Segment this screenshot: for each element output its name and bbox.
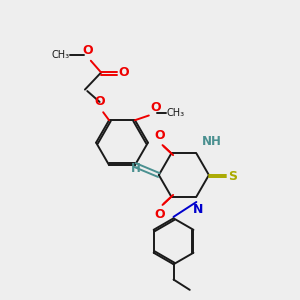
Text: O: O bbox=[118, 66, 129, 79]
Text: NH: NH bbox=[202, 135, 221, 148]
Text: CH₃: CH₃ bbox=[52, 50, 70, 60]
Text: O: O bbox=[155, 129, 166, 142]
Text: O: O bbox=[82, 44, 93, 57]
Text: O: O bbox=[150, 101, 161, 114]
Text: N: N bbox=[193, 203, 203, 216]
Text: O: O bbox=[155, 208, 166, 221]
Text: O: O bbox=[94, 95, 105, 108]
Text: S: S bbox=[228, 170, 237, 183]
Text: CH₃: CH₃ bbox=[167, 107, 185, 118]
Text: H: H bbox=[131, 162, 141, 175]
